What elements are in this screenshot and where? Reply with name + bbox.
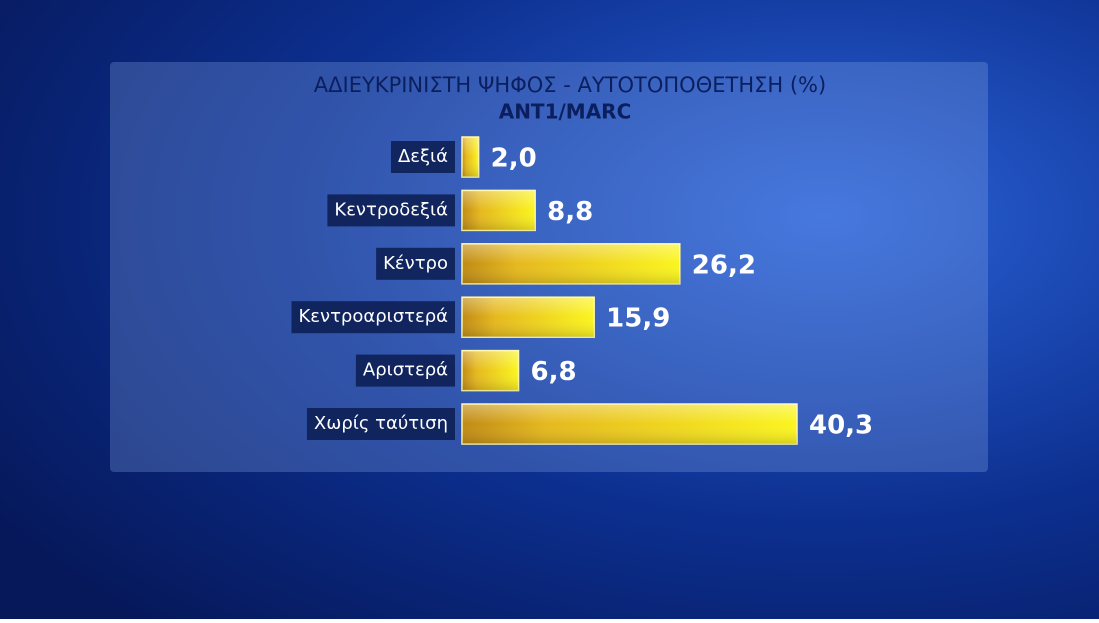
label-box bbox=[355, 354, 455, 387]
category-label: Κεντροαριστερά bbox=[298, 306, 448, 327]
bar-shine bbox=[462, 350, 519, 391]
label-box bbox=[306, 408, 455, 440]
label-box bbox=[291, 301, 455, 334]
value-label: 6,8 bbox=[531, 357, 577, 387]
value-label: 15,9 bbox=[606, 304, 670, 334]
category-label: Κέντρο bbox=[383, 253, 448, 274]
category-label: Αριστερά bbox=[363, 360, 448, 381]
bar-shine bbox=[462, 190, 536, 231]
category-label: Δεξιά bbox=[398, 146, 448, 167]
label-box bbox=[327, 194, 455, 227]
category-label: Κεντροδεξιά bbox=[334, 199, 448, 220]
category-label: Χωρίς ταύτιση bbox=[314, 413, 448, 434]
value-label: 8,8 bbox=[547, 197, 593, 227]
bar-shine bbox=[462, 404, 797, 444]
label-box bbox=[390, 141, 455, 173]
value-label: 26,2 bbox=[692, 250, 756, 280]
value-label: 40,3 bbox=[809, 411, 873, 441]
label-box bbox=[376, 247, 455, 280]
bar-shine bbox=[462, 297, 595, 338]
bar-shine bbox=[462, 137, 479, 177]
value-label: 2,0 bbox=[491, 144, 537, 174]
chart-title: ΑΔΙΕΥΚΡΙΝΙΣΤΗ ΨΗΦΟΣ - ΑΥΤΟΤΟΠΟΘΕΤΗΣΗ (%) bbox=[314, 73, 826, 97]
chart-subtitle: ANT1/MARC bbox=[499, 100, 632, 124]
bar-shine bbox=[462, 243, 680, 284]
